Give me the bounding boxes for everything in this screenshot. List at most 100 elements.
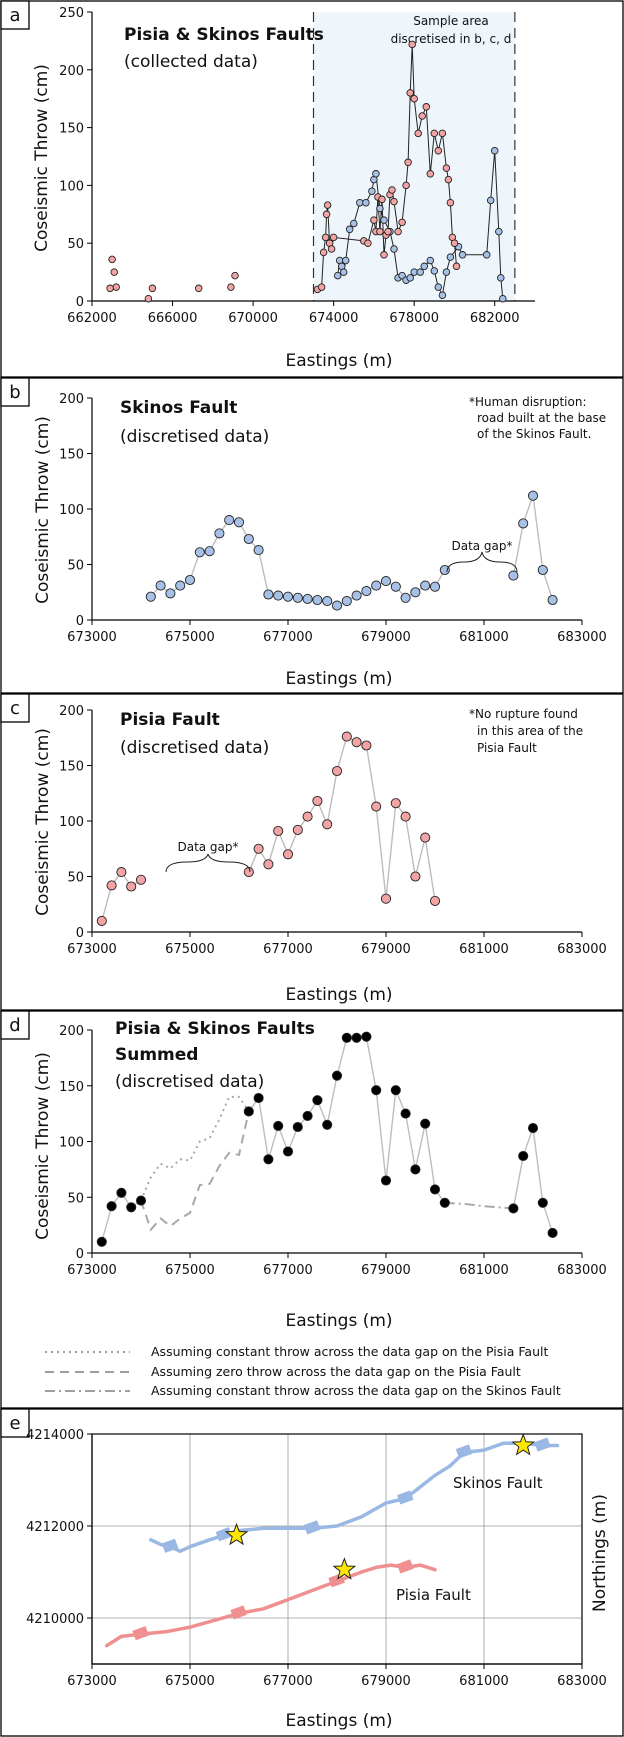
panel-d-summed-point [96,1236,107,1247]
pisia-fault-label: Pisia Fault [396,1586,471,1604]
panel-e-data [104,1433,560,1648]
panel-c-xtick-label: 677000 [263,942,313,957]
panel-b-ytick-label: 0 [76,614,84,629]
legend-dashed-label: Assuming zero throw across the data gap … [151,1364,521,1379]
panel-a-pisia-point [394,227,402,236]
panel-b-xtick-label: 677000 [263,630,313,645]
panel-d-summed-point [518,1150,529,1162]
panel-b-skinos-point [400,592,411,603]
panel-d-summed-point [253,1092,264,1104]
panel-d-ytick-label: 100 [59,1136,84,1151]
panel-a-ytick-label: 250 [59,6,84,21]
panel-b-gap-label: Data gap* [451,539,512,553]
panel-a-pisia-point [108,255,116,264]
panel-e: e 673000 675000 677000 679000 681000 683000 42… [0,1408,624,1737]
panel-d-ytick-label: 50 [67,1191,84,1206]
panel-a-xlabel: Eastings (m) [285,351,392,371]
panel-a-skinos-point [430,267,439,275]
panel-c-pisia-point [312,795,323,807]
panel-d-legend: Assuming constant throw across the data … [45,1344,561,1398]
panel-c-ylabel: Coseismic Throw (cm) [33,728,53,916]
panel-a-xtick-label: 674000 [309,311,359,326]
panel-d-summed-point [508,1203,519,1214]
panel-a-pisia-point [317,283,326,291]
panel-a-subtitle: (collected data) [124,52,258,72]
panel-b-skinos-point [439,564,450,576]
skinos-fault-label: Skinos Fault [453,1474,543,1492]
panel-b-skinos-point [390,581,401,592]
panel-a-skinos-point [420,262,429,271]
panel-a-pisia-point [227,283,235,291]
panel-e-ylabel: Northings (m) [590,1494,610,1612]
panel-a-ytick-label: 150 [59,122,84,137]
panel-a-pisia-point [376,227,384,236]
panel-c-pisia-point [341,731,352,742]
panel-c-pisia-point [361,740,372,751]
panel-d-xtick-label: 673000 [67,1263,117,1278]
panel-a-pisia-point [450,239,459,247]
panel-c-gap-brace [165,853,251,873]
panel-a-ytick-label: 0 [76,295,84,310]
panel-c-pisia-point [400,811,411,822]
panel-a-skinos-point [426,256,435,265]
panel-d-subtitle: (discretised data) [115,1072,264,1092]
panel-e-ytick-label: 4214000 [26,1428,84,1443]
skinos-fault-marker [455,1444,473,1459]
panel-a-pisia-point [434,146,443,155]
panel-a-skinos-point [341,256,350,265]
panel-e-axes: 673000 675000 677000 679000 681000 683000 4210… [26,1428,607,1689]
panel-b-skinos-point [380,576,392,587]
panel-a-pisia-point [106,284,114,293]
panel-d-summed-point [282,1146,294,1157]
panel-c-ytick-label: 200 [59,704,84,719]
panel-a-axes: 662000 666000 670000 674000 678000 682000 0 50 1… [59,6,535,326]
panel-c-axes: 673000 675000 677000 679000 681000 683000 0 50 1… [59,704,607,957]
panel-a-pisia-point [144,294,153,303]
panel-a-pisia-point [364,239,372,247]
panel-d-dashed-line [140,1111,250,1232]
panel-a-skinos-point [486,196,495,205]
panel-d-title-line1: Pisia & Skinos Faults [115,1019,315,1039]
panel-a-pisia-point [384,227,392,236]
panel-e-xtick-label: 683000 [557,1674,607,1689]
panel-a-skinos-point [368,187,376,195]
panel-d-summed-point [390,1085,401,1096]
panel-a-skinos-point [497,274,505,282]
panel-d-summed-point [263,1154,274,1165]
panel-b-skinos-point [292,592,303,603]
panel-d-summed-point [341,1032,352,1043]
panel-b-skinos-point [214,528,225,539]
panel-b-ytick-label: 150 [59,448,84,463]
panel-e-letter: e [9,1413,20,1434]
panel-a-pisia-point [110,268,118,276]
panel-d-ytick-label: 0 [76,1247,84,1262]
panel-a-pisia-point [194,284,203,293]
panel-b-ytick-label: 50 [67,559,84,574]
panel-a-pisia-point [438,129,447,138]
panel-d-axes: 673000 675000 677000 679000 681000 683000 0 50 1… [59,1024,607,1278]
panel-c-pisia-point [96,915,107,926]
panel-a-skinos-point [345,225,354,234]
panel-c-pisia-point [371,801,382,812]
panel-d-xtick-label: 683000 [557,1263,607,1278]
panel-d-summed-point [116,1187,127,1198]
skinos-fault-marker [534,1437,551,1452]
panel-d-summed-point [106,1201,117,1212]
panel-a-skinos-point [416,268,424,276]
panel-a-ytick-label: 50 [67,237,84,252]
panel-d-summed-point [126,1202,137,1213]
panel-c-ytick-label: 0 [76,926,84,941]
panel-b-skinos-point [145,591,156,602]
panel-d-summed-point [302,1110,313,1121]
panel-c-pisia-point [126,881,137,892]
panel-d: d 673000 675000 677000 679000 681000 683000 0 5… [0,1010,624,1409]
panel-a-skinos-point [434,283,443,291]
skinos-fault-trace [149,1441,560,1554]
panel-b-skinos-point [224,515,235,526]
panel-a-pisia-point [422,103,431,111]
panel-b-skinos-point [410,587,421,598]
panel-d-summed-line [101,1191,142,1242]
panel-b-note-line1: *Human disruption: [469,395,586,409]
panel-d-ytick-label: 150 [59,1080,84,1095]
